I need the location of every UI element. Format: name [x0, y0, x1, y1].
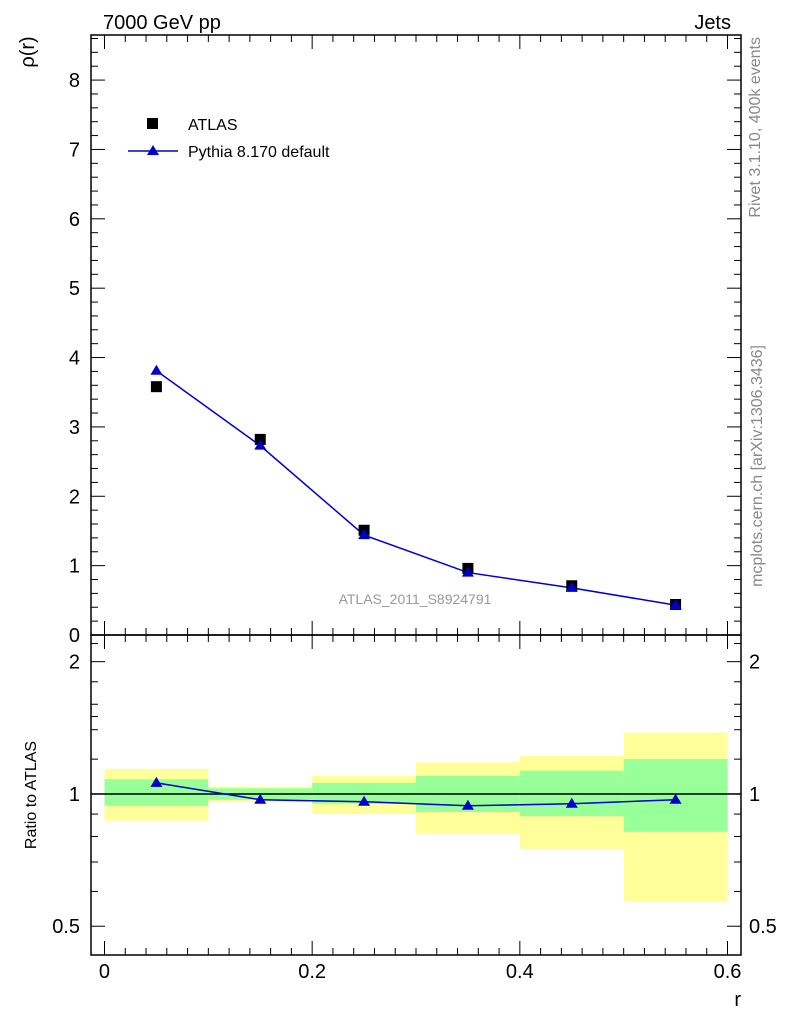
legend: ATLAS Pythia 8.170 default	[128, 117, 330, 161]
main-y-axis-label: ρ(r)	[17, 36, 39, 67]
main-ytick-label: 8	[69, 70, 80, 92]
main-data-marks	[150, 364, 682, 610]
pythia-point	[669, 599, 682, 610]
pythia-point	[150, 364, 163, 375]
legend-atlas-label: ATLAS	[188, 117, 238, 134]
header-right-label: Jets	[694, 12, 731, 34]
ratio-ytick-label-right: 0.5	[749, 916, 777, 938]
ratio-uncertainty-bands	[104, 732, 728, 902]
atlas-point	[254, 433, 266, 445]
main-ytick-label: 2	[69, 486, 80, 508]
ratio-ytick-label-left: 2	[69, 652, 80, 674]
x-axis-label: r	[734, 989, 741, 1011]
ratio-data-marks	[150, 776, 682, 810]
main-axis-ticks: 0 1 2 3 4 5 6 7 8	[69, 35, 741, 647]
ratio-axis-ticks: 0 0.2 0.4 0.6 0.5 0.5 1 1 2 2	[52, 635, 777, 983]
ratio-pythia-point	[565, 797, 578, 808]
atlas-point	[150, 381, 162, 393]
pythia-line	[155, 370, 676, 606]
ratio-pythia-point	[669, 793, 682, 804]
ratio-xtick-label: 0.4	[506, 961, 534, 983]
ratio-ytick-label-right: 2	[749, 652, 760, 674]
ratio-pythia-point	[461, 799, 474, 810]
legend-pythia-label: Pythia 8.170 default	[188, 144, 330, 161]
main-panel: 0 1 2 3 4 5 6 7 8	[69, 34, 742, 647]
ratio-ytick-label-right: 1	[749, 784, 760, 806]
main-ytick-label: 0	[69, 625, 80, 647]
legend-atlas-marker	[147, 118, 158, 129]
pythia-point	[461, 566, 474, 577]
ratio-ytick-label-left: 0.5	[52, 916, 80, 938]
ratio-xtick-label: 0.6	[714, 961, 742, 983]
ratio-ytick-label-left: 1	[69, 784, 80, 806]
ratio-y-axis-label: Ratio to ATLAS	[23, 741, 40, 849]
ratio-panel: 0 0.2 0.4 0.6 0.5 0.5 1 1 2 2	[52, 634, 777, 983]
main-ytick-label: 6	[69, 209, 80, 231]
main-ytick-label: 5	[69, 278, 80, 300]
pythia-point	[358, 529, 371, 540]
mcplots-label: mcplots.cern.ch [arXiv:1306.3436]	[749, 345, 766, 587]
ratio-pythia-line	[156, 782, 676, 807]
header-left-label: 7000 GeV pp	[103, 12, 221, 34]
main-ytick-label: 3	[69, 417, 80, 439]
ratio-xtick-label: 0	[99, 961, 110, 983]
ratio-pythia-point	[150, 776, 163, 787]
analysis-id-label: ATLAS_2011_S8924791	[339, 591, 492, 607]
main-ytick-label: 4	[69, 348, 80, 370]
pythia-point	[565, 581, 578, 592]
pythia-point	[254, 439, 267, 450]
legend-pythia-marker	[147, 145, 159, 155]
ratio-pythia-point	[358, 795, 371, 806]
ratio-xtick-label: 0.2	[298, 961, 326, 983]
ratio-pythia-point	[254, 793, 267, 804]
rivet-version-label: Rivet 3.1.10, 400k events	[747, 37, 764, 218]
main-ytick-label: 1	[69, 556, 80, 578]
main-ytick-label: 7	[69, 139, 80, 161]
